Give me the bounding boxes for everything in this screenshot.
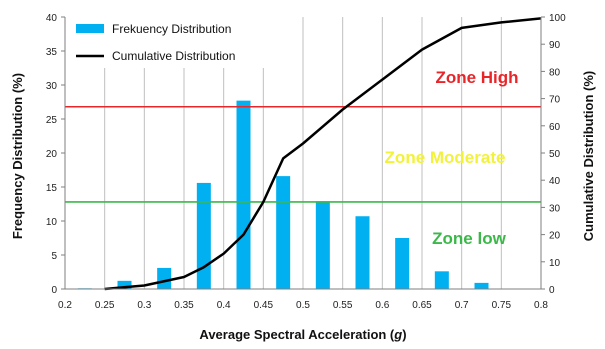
y-right-tick-label: 30 bbox=[549, 203, 561, 214]
y-left-tick-label: 5 bbox=[51, 251, 57, 262]
y-left-tick-label: 25 bbox=[46, 115, 58, 126]
frequency-bar bbox=[236, 100, 251, 289]
zone-low-label: Zone low bbox=[432, 229, 506, 248]
frequency-bar bbox=[315, 201, 330, 289]
y-left-tick-label: 40 bbox=[46, 13, 58, 24]
y-left-tick-label: 10 bbox=[46, 217, 58, 228]
x-tick-label: 0.25 bbox=[95, 300, 115, 311]
y-left-tick-label: 35 bbox=[46, 47, 58, 58]
frequency-bars bbox=[77, 100, 489, 289]
frequency-bar bbox=[355, 216, 370, 289]
x-axis-title-suffix: ) bbox=[402, 327, 406, 342]
x-tick-label: 0.65 bbox=[412, 300, 432, 311]
x-tick-label: 0.7 bbox=[455, 300, 469, 311]
frequency-bar bbox=[434, 271, 449, 289]
zone-moderate-label: Zone Moderate bbox=[385, 148, 506, 167]
frequency-bar bbox=[276, 176, 291, 289]
frequency-bar bbox=[395, 238, 410, 289]
legend-bar-swatch bbox=[76, 24, 104, 33]
legend: Frekuency Distribution Cumulative Distri… bbox=[70, 16, 280, 68]
y-right-tick-label: 20 bbox=[549, 231, 561, 242]
y-right-tick-label: 80 bbox=[549, 67, 561, 78]
x-tick-label: 0.35 bbox=[174, 300, 194, 311]
axes bbox=[61, 16, 545, 290]
x-tick-label: 0.5 bbox=[296, 300, 310, 311]
x-tick-label: 0.45 bbox=[254, 300, 274, 311]
x-tick-label: 0.8 bbox=[534, 300, 548, 311]
legend-line-label: Cumulative Distribution bbox=[112, 49, 235, 63]
y-left-tick-label: 15 bbox=[46, 183, 58, 194]
y-axis-left-title: Frequency Distribution (%) bbox=[10, 73, 25, 239]
y-right-tick-label: 60 bbox=[549, 122, 561, 133]
frequency-bar bbox=[196, 182, 211, 289]
cumulative-line bbox=[104, 17, 542, 291]
y-left-tick-label: 30 bbox=[46, 81, 58, 92]
frequency-bar bbox=[157, 267, 172, 289]
x-axis-title-prefix: Average Spectral Acceleration ( bbox=[199, 327, 395, 342]
x-tick-label: 0.2 bbox=[58, 300, 72, 311]
x-tick-label: 0.4 bbox=[217, 300, 231, 311]
y-left-tick-label: 20 bbox=[46, 149, 58, 160]
zone-lines bbox=[65, 105, 541, 203]
y-right-tick-label: 100 bbox=[549, 13, 566, 24]
y-right-tick-label: 0 bbox=[549, 285, 555, 296]
y-right-tick-label: 10 bbox=[549, 258, 561, 269]
x-axis-title-unit: g bbox=[393, 327, 402, 342]
x-tick-label: 0.55 bbox=[333, 300, 353, 311]
frequency-bar bbox=[117, 280, 132, 289]
legend-box bbox=[70, 16, 280, 68]
x-tick-label: 0.3 bbox=[137, 300, 151, 311]
y-right-tick-label: 90 bbox=[549, 40, 561, 51]
y-right-tick-label: 70 bbox=[549, 95, 561, 106]
frequency-bar bbox=[474, 282, 489, 289]
y-axis-right-title: Cumulative Distribution (%) bbox=[581, 71, 596, 241]
zone-labels: Zone High Zone Moderate Zone low bbox=[385, 68, 519, 248]
x-tick-label: 0.6 bbox=[375, 300, 389, 311]
x-tick-label: 0.75 bbox=[492, 300, 512, 311]
tick-labels: 0.2 0.25 0.3 0.35 0.4 0.45 0.5 0.55 0.6 0.65 0.7 0.… bbox=[46, 13, 566, 311]
zone-high-label: Zone High bbox=[435, 68, 518, 87]
y-right-tick-label: 40 bbox=[549, 176, 561, 187]
x-axis-title: Average Spectral Acceleration (g) bbox=[199, 327, 406, 342]
y-right-tick-label: 50 bbox=[549, 149, 561, 160]
cumulative-line-group bbox=[104, 17, 542, 291]
y-left-tick-label: 0 bbox=[51, 285, 57, 296]
legend-bar-label: Frekuency Distribution bbox=[112, 22, 231, 36]
